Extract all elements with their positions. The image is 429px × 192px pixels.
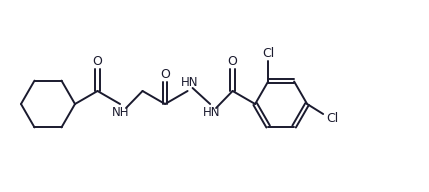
Text: O: O [93, 55, 103, 68]
Text: NH: NH [112, 105, 130, 118]
Text: Cl: Cl [326, 113, 338, 126]
Text: HN: HN [181, 76, 198, 89]
Text: O: O [160, 68, 170, 81]
Text: O: O [228, 55, 238, 68]
Text: HN: HN [203, 105, 221, 118]
Text: Cl: Cl [262, 47, 274, 60]
